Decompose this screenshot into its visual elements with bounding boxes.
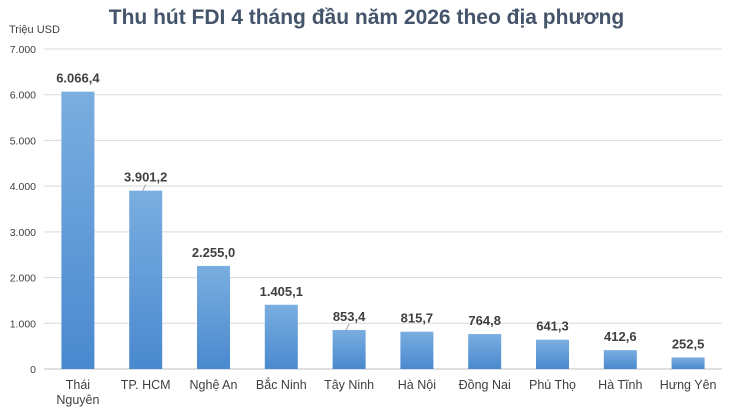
bar [332,329,366,369]
bar [129,190,163,369]
bar [603,350,637,369]
x-category-label: Tây Ninh [324,378,374,392]
x-category-label: Hưng Yên [660,378,717,392]
bar [671,357,705,369]
bar [536,339,569,369]
x-category-label: TP. HCM [121,378,171,392]
x-category-label: Hà Tĩnh [598,378,642,392]
y-tick-label: 7.000 [10,44,36,56]
data-label: 252,5 [672,336,705,351]
data-label: 6.066,4 [56,71,100,86]
y-axis-ticks: 0 1.000 2.000 3.000 4.000 5.000 6.000 7.000 [10,44,36,376]
x-category-label: Hà Nội [398,378,436,392]
x-category-label: Bắc Ninh [256,377,307,392]
x-category-label: Nghệ An [190,378,238,392]
data-label: 641,3 [536,319,569,334]
x-category-label: Nguyên [56,393,99,407]
y-tick-label: 4.000 [10,181,36,193]
leader-line [142,184,147,191]
y-tick-label: 5.000 [10,135,36,147]
chart-title: Thu hút FDI 4 tháng đầu năm 2026 theo đị… [108,6,625,29]
y-tick-label: 1.000 [10,318,36,330]
data-label: 815,7 [401,311,434,326]
y-tick-label: 0 [30,364,36,376]
x-category-label: Thái [66,378,90,392]
data-label: 853,4 [333,309,366,324]
data-label: 1.405,1 [260,284,303,299]
y-tick-label: 6.000 [10,90,36,102]
bar [264,304,298,369]
bar [61,91,95,369]
bar [468,334,502,369]
data-label: 2.255,0 [192,245,235,260]
y-tick-label: 3.000 [10,227,36,239]
data-label: 3.901,2 [124,170,167,185]
leader-line [345,323,350,331]
data-label: 764,8 [468,313,501,328]
x-category-label: Phú Thọ [529,378,576,392]
bar [197,265,230,369]
y-tick-label: 2.000 [10,273,36,285]
bars [61,91,705,369]
data-label: 412,6 [604,329,637,344]
data-labels: 6.066,4 3.901,2 2.255,0 1.405,1 853,4 815,7 76… [56,71,704,352]
y-axis-unit-label: Triệu USD [9,24,60,36]
bar [400,331,434,369]
x-category-label: Đồng Nai [459,378,511,392]
